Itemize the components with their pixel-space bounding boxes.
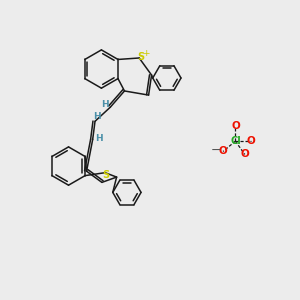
Text: S: S bbox=[103, 170, 110, 180]
Text: H: H bbox=[101, 100, 109, 109]
Text: O: O bbox=[231, 121, 240, 131]
Text: Cl: Cl bbox=[230, 136, 241, 146]
Text: H: H bbox=[93, 112, 100, 122]
Text: O: O bbox=[219, 146, 227, 157]
Text: O: O bbox=[246, 136, 255, 146]
Text: S: S bbox=[137, 52, 144, 62]
Text: +: + bbox=[142, 49, 149, 58]
Text: −: − bbox=[210, 143, 221, 157]
Text: H: H bbox=[95, 134, 102, 143]
Text: O: O bbox=[240, 149, 249, 159]
